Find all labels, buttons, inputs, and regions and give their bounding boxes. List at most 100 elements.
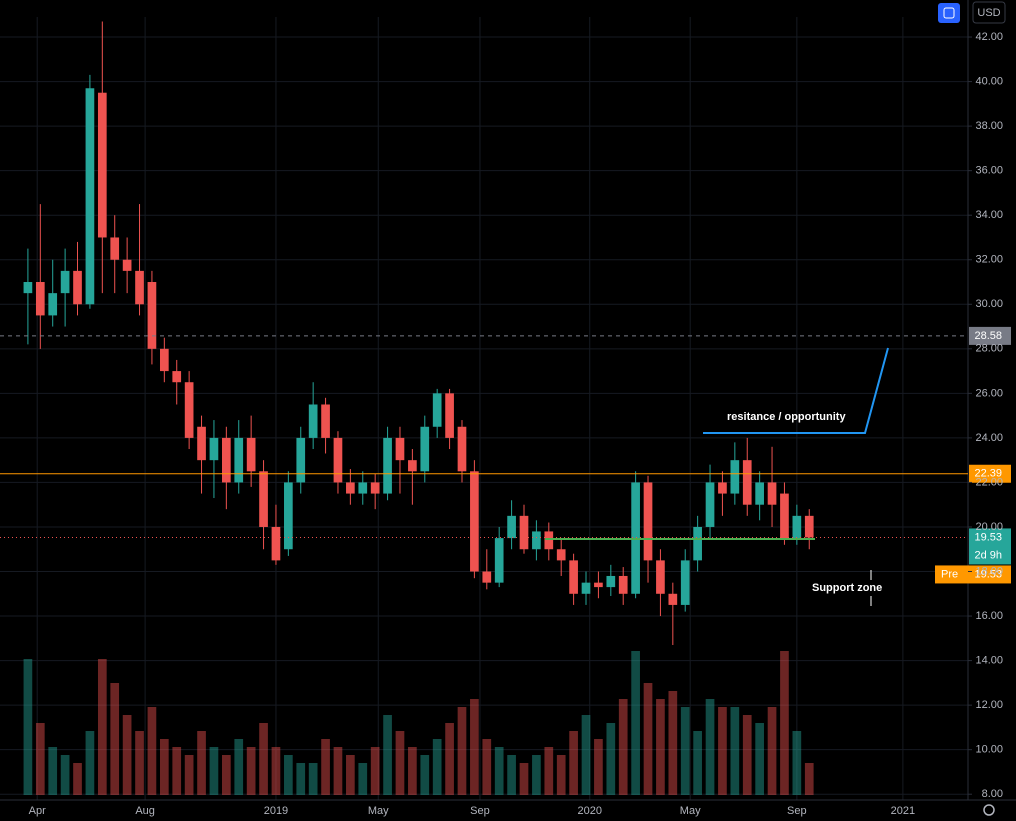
candle-body <box>271 526 281 561</box>
candle-body <box>656 560 665 594</box>
volume-bar <box>97 659 107 795</box>
volume-bar <box>358 763 368 795</box>
volume-bar <box>23 659 33 795</box>
candle-body <box>507 515 516 539</box>
x-tick-label: Sep <box>470 805 490 817</box>
candle-body <box>370 482 380 494</box>
volume-bar <box>755 723 764 795</box>
volume-bar <box>519 763 529 795</box>
candle-body <box>755 482 764 505</box>
volume-bar <box>581 715 591 795</box>
candle-body <box>680 560 690 605</box>
pre-label-box <box>935 565 1011 584</box>
volume-bar <box>767 707 777 795</box>
volume-bar <box>259 723 268 795</box>
candle-body <box>358 482 368 494</box>
volume-bar <box>321 739 330 795</box>
candle-body <box>110 237 120 260</box>
volume-bar <box>470 699 479 795</box>
y-tick-label: 12.00 <box>975 699 1003 711</box>
volume-bar <box>618 699 628 795</box>
candle-body <box>408 460 417 472</box>
candle-body <box>668 593 678 605</box>
candle-body <box>730 460 740 494</box>
candle-body <box>618 575 628 594</box>
candle-body <box>383 437 392 494</box>
x-tick-label: 2021 <box>891 805 915 817</box>
volume-bar <box>494 747 504 795</box>
volume-bar <box>395 731 405 795</box>
button[interactable] <box>938 3 960 23</box>
volume-bar <box>656 699 665 795</box>
annotation: Support zone <box>812 582 882 594</box>
candle-body <box>308 404 318 438</box>
volume-bar <box>432 739 442 795</box>
y-tick-label: 20.00 <box>975 521 1003 533</box>
y-tick-label: 22.00 <box>975 476 1003 488</box>
candle-body <box>556 549 566 561</box>
volume-bar <box>85 731 95 795</box>
candle-body <box>780 493 789 539</box>
y-tick-label: 26.00 <box>975 387 1003 399</box>
volume-bar <box>370 747 380 795</box>
volume-bar <box>569 731 578 795</box>
candle-body <box>234 437 244 483</box>
candle-body <box>85 88 95 305</box>
volume-bar <box>197 731 206 795</box>
volume-bar <box>408 747 417 795</box>
volume-bar <box>606 723 616 795</box>
volume-bar <box>284 755 293 795</box>
candle-body <box>296 437 306 483</box>
candle-body <box>60 270 70 294</box>
y-tick-label: 24.00 <box>975 432 1003 444</box>
volume-bar <box>73 763 82 795</box>
price-label-box <box>969 326 1011 345</box>
candle-body <box>35 282 45 316</box>
settings-icon[interactable] <box>983 804 995 816</box>
volume-bar <box>271 747 281 795</box>
volume-bar <box>184 755 194 795</box>
candle-body <box>445 393 454 438</box>
volume-bar <box>457 707 467 795</box>
volume-bar <box>209 747 219 795</box>
candle-body <box>606 575 616 588</box>
volume-bar <box>234 739 244 795</box>
volume-bar <box>804 763 814 795</box>
y-tick-label: 42.00 <box>975 31 1003 43</box>
volume-bar <box>110 683 120 795</box>
candle-body <box>48 293 58 316</box>
volume-bar <box>792 731 802 795</box>
annotation: resitance / opportunity <box>727 411 846 423</box>
volume-bar <box>333 747 343 795</box>
candle-body <box>395 437 405 461</box>
candle-body <box>284 482 293 550</box>
volume-bar <box>730 707 740 795</box>
currency-button[interactable] <box>972 1 1006 24</box>
candle-body <box>209 437 219 461</box>
candle-body <box>135 270 144 305</box>
candle-body <box>705 482 715 527</box>
volume-bar <box>346 755 355 795</box>
candle-body <box>742 460 752 505</box>
y-tick-label: 32.00 <box>975 254 1003 266</box>
volume-bar <box>308 763 318 795</box>
candle-body <box>321 404 330 438</box>
volume-bar <box>482 739 492 795</box>
pre-label: Pre <box>941 568 958 580</box>
candle-body <box>432 393 442 427</box>
y-tick-label: 16.00 <box>975 610 1003 622</box>
x-tick-label: 2019 <box>264 805 288 817</box>
x-tick-label: Apr <box>29 805 46 817</box>
price-labels: 28.58 22.39 19.53 2d 9h Pre 19.53 <box>935 326 1011 584</box>
candle-body <box>246 437 256 472</box>
volume-bar <box>222 755 231 795</box>
x-tick-label: May <box>680 805 701 817</box>
candle-body <box>693 526 702 561</box>
candle-body <box>457 426 467 472</box>
candle-body <box>792 515 802 539</box>
volume-bar <box>631 651 640 795</box>
candle-body <box>172 371 182 383</box>
candle-body <box>804 515 814 538</box>
volume-bar <box>594 739 603 795</box>
